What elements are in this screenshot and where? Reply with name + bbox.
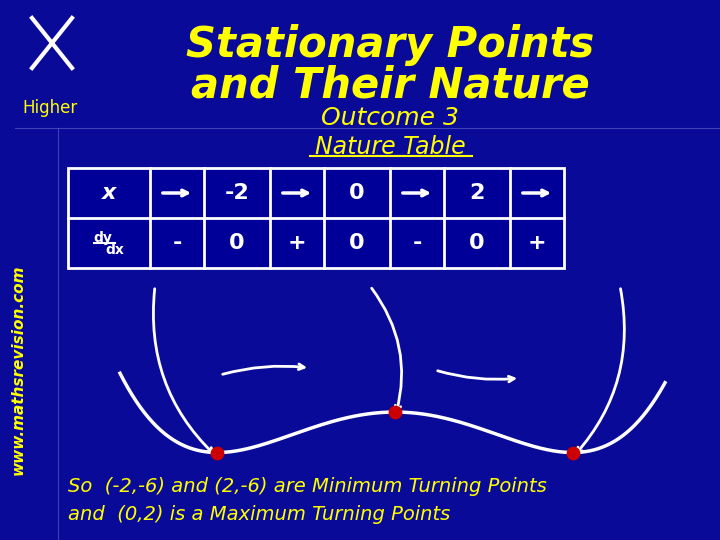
Text: Stationary Points: Stationary Points bbox=[186, 24, 594, 66]
Text: dx: dx bbox=[106, 243, 125, 257]
Text: +: + bbox=[528, 233, 546, 253]
Text: -2: -2 bbox=[225, 183, 249, 203]
Text: Outcome 3: Outcome 3 bbox=[321, 106, 459, 130]
Text: 0: 0 bbox=[349, 233, 365, 253]
Text: 0: 0 bbox=[469, 233, 485, 253]
Text: 0: 0 bbox=[229, 233, 245, 253]
Text: -: - bbox=[413, 233, 422, 253]
Bar bbox=[68, 168, 564, 268]
Text: -: - bbox=[172, 233, 181, 253]
Text: Higher: Higher bbox=[22, 99, 77, 117]
Text: www.mathsrevision.com: www.mathsrevision.com bbox=[11, 265, 25, 475]
Point bbox=[567, 448, 578, 457]
Text: and Their Nature: and Their Nature bbox=[191, 64, 590, 106]
Text: and  (0,2) is a Maximum Turning Points: and (0,2) is a Maximum Turning Points bbox=[68, 504, 450, 523]
Text: Nature Table: Nature Table bbox=[315, 135, 465, 159]
Point bbox=[390, 408, 401, 416]
Text: +: + bbox=[288, 233, 306, 253]
Text: x: x bbox=[102, 183, 116, 203]
Point bbox=[212, 448, 223, 457]
Text: 2: 2 bbox=[469, 183, 485, 203]
Text: 0: 0 bbox=[349, 183, 365, 203]
Text: dy: dy bbox=[94, 231, 112, 245]
Text: So  (-2,-6) and (2,-6) are Minimum Turning Points: So (-2,-6) and (2,-6) are Minimum Turnin… bbox=[68, 476, 546, 496]
